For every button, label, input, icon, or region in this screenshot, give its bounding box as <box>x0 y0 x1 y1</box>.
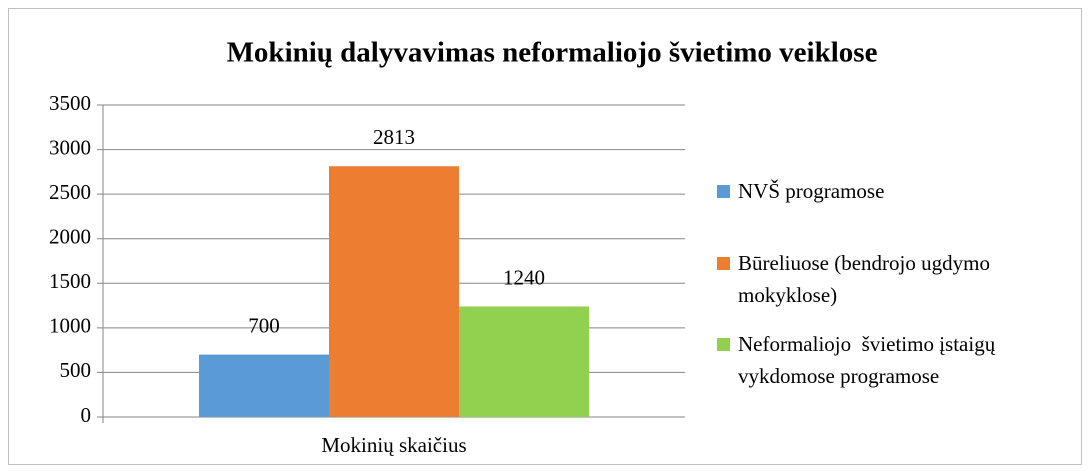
legend-swatch <box>717 338 730 351</box>
x-tick-label: Mokinių skaičius <box>321 433 466 457</box>
legend-swatch <box>717 185 730 198</box>
legend-label: NVŠ programose <box>738 179 885 203</box>
data-label: 2813 <box>373 125 415 149</box>
y-tick-label: 2500 <box>49 180 91 204</box>
y-tick-label: 500 <box>60 358 92 382</box>
y-tick-label: 3500 <box>49 91 91 115</box>
chart-title: Mokinių dalyvavimas neformaliojo švietim… <box>227 37 878 69</box>
y-tick-label: 1000 <box>49 314 91 338</box>
y-tick-label: 3000 <box>49 135 91 159</box>
legend-label: Neformaliojo švietimo įstaigų vykdomose … <box>738 332 1001 388</box>
legend-swatch <box>717 257 730 270</box>
legend-label: Būreliuose (bendrojo ugdymo mokyklose) <box>738 251 996 307</box>
data-label: 1240 <box>503 265 545 289</box>
bar <box>199 354 329 417</box>
y-tick-label: 2000 <box>49 225 91 249</box>
data-label: 700 <box>248 313 280 337</box>
y-tick-label: 1500 <box>49 269 91 293</box>
chart-border <box>8 8 1082 465</box>
bar <box>329 166 459 417</box>
y-tick-label: 0 <box>81 403 92 427</box>
bar <box>459 306 589 417</box>
